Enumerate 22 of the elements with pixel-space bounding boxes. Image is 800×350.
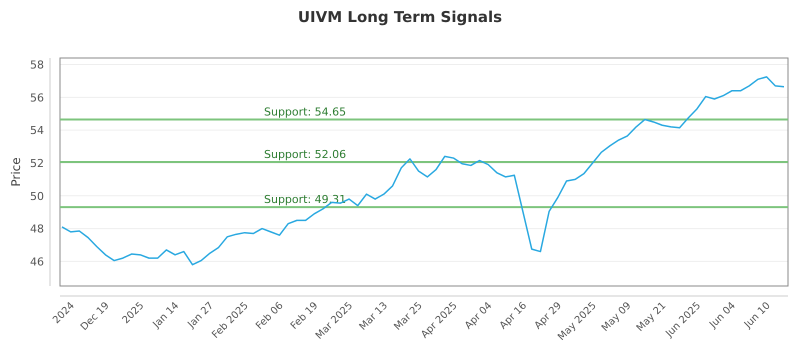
y-tick-label: 54 <box>30 124 44 138</box>
line-series <box>61 76 785 266</box>
y-axis-title: Price <box>9 157 23 187</box>
ref-line-label: Support: 54.65 <box>264 106 346 119</box>
x-tick-label: Feb 06 <box>254 300 286 332</box>
x-tick-label: Apr 16 <box>498 300 530 332</box>
y-tick-label: 46 <box>30 255 44 268</box>
x-tick-label: Jan 14 <box>150 300 182 331</box>
y-tick-label: 50 <box>30 190 44 203</box>
y-tick-label: 48 <box>30 222 44 236</box>
x-tick-label: Jun 10 <box>742 300 773 332</box>
ref-line-label: Support: 52.06 <box>264 148 346 161</box>
chart-title: UIVM Long Term Signals <box>298 8 502 26</box>
y-tick-label: 56 <box>30 91 44 104</box>
y-tick-label: 58 <box>30 58 44 72</box>
x-tick-label: Apr 04 <box>463 300 494 332</box>
x-tick-label: Mar 13 <box>358 300 390 333</box>
x-tick-label: Jan 27 <box>185 300 216 331</box>
x-tick-label: Dec 19 <box>78 300 112 334</box>
x-tick-label: Jun 04 <box>707 300 738 332</box>
x-tick-label: Apr 29 <box>532 300 564 332</box>
y-tick-label: 52 <box>30 156 44 170</box>
